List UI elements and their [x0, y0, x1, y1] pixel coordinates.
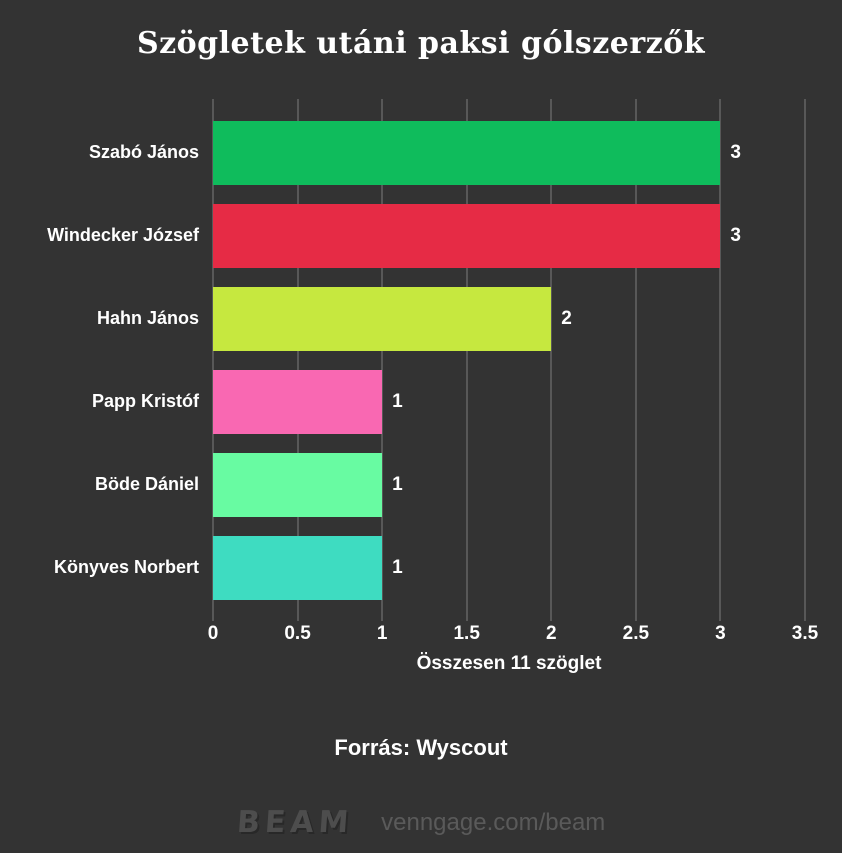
gridline	[465, 99, 468, 621]
x-tick-label: 2	[545, 623, 557, 644]
chart-title: Szögletek utáni paksi gólszerzők	[136, 26, 706, 61]
source-caption: Forrás: Wyscout	[334, 735, 508, 760]
x-tick-label: 2.5	[622, 623, 650, 644]
gridline	[719, 99, 722, 621]
x-tick-label: 1.5	[453, 623, 480, 644]
category-label: Szabó János	[88, 142, 199, 162]
value-label: 1	[392, 390, 403, 412]
bar-track: 1	[213, 452, 805, 517]
bar-track: 1	[213, 535, 805, 600]
bar	[213, 452, 383, 517]
bar	[213, 203, 721, 268]
bar-track: 3	[213, 203, 805, 268]
value-label: 1	[392, 473, 403, 495]
x-axis-label: Összesen 11 szöglet	[416, 653, 602, 674]
bar-track: 3	[213, 120, 805, 185]
category-label: Könyves Norbert	[53, 557, 199, 577]
x-axis-ticks: 0 0.5 1 1.5 2 2.5 3 3.5	[208, 621, 819, 649]
beam-logo: BEAM	[235, 805, 355, 840]
x-tick-label: 0	[207, 623, 219, 644]
bar-row: Windecker József 3	[0, 194, 842, 277]
watermark: BEAM venngage.com/beam	[0, 805, 842, 840]
category-label: Windecker József	[47, 225, 199, 245]
watermark-url: venngage.com/beam	[381, 808, 606, 836]
bar-row: Papp Kristóf 1	[0, 360, 842, 443]
gridline	[634, 99, 637, 621]
value-label: 3	[730, 141, 741, 163]
bar-row: Könyves Norbert 1	[0, 526, 842, 609]
bar-track: 1	[213, 369, 805, 434]
bar-row: Böde Dániel 1	[0, 443, 842, 526]
bar-row: Szabó János 3	[0, 111, 842, 194]
bar	[213, 535, 383, 600]
gridline	[381, 99, 384, 621]
gridline	[550, 99, 553, 621]
category-label: Böde Dániel	[94, 474, 199, 494]
bar-track: 2	[213, 286, 805, 351]
bar-row: Hahn János 2	[0, 277, 842, 360]
gridline	[296, 99, 299, 621]
value-label: 3	[730, 224, 741, 246]
x-tick-label: 3.5	[791, 623, 819, 644]
bar	[213, 286, 552, 351]
value-label: 2	[561, 307, 572, 329]
bar-chart: Szabó János 3 Windecker József 3 Hahn Já…	[0, 99, 842, 621]
bar-rows: Szabó János 3 Windecker József 3 Hahn Já…	[0, 111, 842, 609]
gridline	[804, 99, 806, 621]
category-label: Hahn János	[96, 308, 199, 328]
x-tick-label: 3	[715, 623, 726, 644]
bar	[213, 120, 721, 185]
gridlines-layer	[212, 99, 806, 621]
x-tick-label: 1	[376, 623, 388, 644]
gridline	[212, 99, 214, 621]
value-label: 1	[392, 556, 403, 578]
bar	[213, 369, 383, 434]
x-tick-label: 0.5	[284, 623, 311, 644]
category-label: Papp Kristóf	[91, 391, 199, 411]
